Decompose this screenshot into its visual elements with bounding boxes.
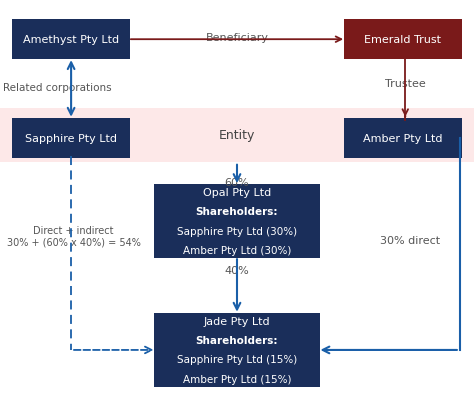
Text: Entity: Entity xyxy=(219,129,255,142)
FancyBboxPatch shape xyxy=(154,184,320,259)
Text: 30% direct: 30% direct xyxy=(380,236,440,245)
Text: Amber Pty Ltd (30%): Amber Pty Ltd (30%) xyxy=(183,246,291,255)
Text: Amethyst Pty Ltd: Amethyst Pty Ltd xyxy=(23,35,119,45)
Text: Emerald Trust: Emerald Trust xyxy=(365,35,441,45)
Text: Trustee: Trustee xyxy=(385,79,426,89)
FancyBboxPatch shape xyxy=(0,108,474,162)
Text: Jade Pty Ltd: Jade Pty Ltd xyxy=(204,316,270,326)
Text: Sapphire Pty Ltd: Sapphire Pty Ltd xyxy=(25,134,117,143)
Text: Opal Pty Ltd: Opal Pty Ltd xyxy=(203,188,271,197)
Text: Related corporations: Related corporations xyxy=(2,83,111,93)
FancyBboxPatch shape xyxy=(344,20,462,60)
FancyBboxPatch shape xyxy=(12,20,130,60)
FancyBboxPatch shape xyxy=(344,118,462,158)
Text: Shareholders:: Shareholders: xyxy=(196,207,278,217)
Text: Direct + indirect
30% + (60% x 40%) = 54%: Direct + indirect 30% + (60% x 40%) = 54… xyxy=(7,226,140,247)
Text: Shareholders:: Shareholders: xyxy=(196,335,278,345)
Text: Amber Pty Ltd: Amber Pty Ltd xyxy=(363,134,443,143)
Text: 60%: 60% xyxy=(225,178,249,187)
Text: 40%: 40% xyxy=(225,266,249,275)
Text: Amber Pty Ltd (15%): Amber Pty Ltd (15%) xyxy=(183,374,291,384)
Text: Beneficiary: Beneficiary xyxy=(206,33,268,43)
Text: Sapphire Pty Ltd (30%): Sapphire Pty Ltd (30%) xyxy=(177,226,297,236)
Text: Sapphire Pty Ltd (15%): Sapphire Pty Ltd (15%) xyxy=(177,354,297,365)
FancyBboxPatch shape xyxy=(154,313,320,387)
FancyBboxPatch shape xyxy=(12,118,130,158)
